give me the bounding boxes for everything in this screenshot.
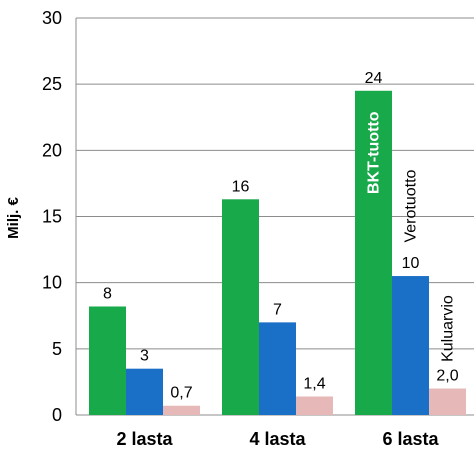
y-tick-label: 20 [42,140,62,160]
data-label: 2,0 [436,368,458,385]
bar-bkt-tuotto-3 [355,90,392,416]
category-label: 4 lasta [249,429,306,449]
data-label: 24 [365,70,383,87]
y-tick-label: 30 [42,8,62,28]
bar-verotuotto-1 [126,368,163,415]
y-tick-label: 5 [52,339,62,359]
bar-kuluarvio-2 [296,396,333,415]
data-label: 10 [402,255,420,272]
bar-bkt-tuotto-2 [222,199,259,415]
y-axis-title: Milj. € [5,197,22,239]
bars [89,90,466,416]
data-label: 0,7 [170,385,192,402]
category-label: 6 lasta [382,429,439,449]
y-tick-labels: 0 5 10 15 20 25 30 [42,8,62,425]
series-label-bkt-tuotto: BKT-tuotto [366,111,383,194]
category-label: 2 lasta [116,429,173,449]
y-tick-label: 10 [42,273,62,293]
category-labels: 2 lasta 4 lasta 6 lasta [116,429,439,449]
data-label: 1,4 [303,375,325,392]
bar-bkt-tuotto-1 [89,306,126,415]
y-tick-label: 15 [42,207,62,227]
bar-kuluarvio-3 [429,388,466,415]
series-label-kuluarvio: Kuluarvio [440,295,457,362]
y-tick-label: 0 [52,405,62,425]
series-labels: BKT-tuotto Verotuotto Kuluarvio [366,111,457,362]
data-labels: 8 3 0,7 16 7 1,4 24 10 2,0 [103,70,459,402]
series-label-verotuotto: Verotuotto [403,169,420,242]
data-label: 7 [273,301,282,318]
data-label: 8 [103,285,112,302]
bar-verotuotto-3 [392,276,429,415]
y-tick-label: 25 [42,74,62,94]
bar-verotuotto-2 [259,322,296,415]
bar-kuluarvio-1 [163,405,200,415]
data-label: 16 [232,178,250,195]
data-label: 3 [140,348,149,365]
